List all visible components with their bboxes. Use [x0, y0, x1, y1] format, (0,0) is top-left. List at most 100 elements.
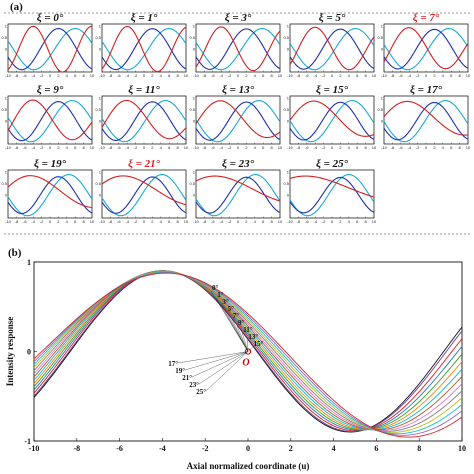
subplot-x-tick-label: 10 [278, 145, 283, 150]
subplot-x-tick-label: 2 [57, 219, 60, 224]
subplot-x-tick-label: 10 [372, 145, 377, 150]
subplot-x-tick-label: -4 [31, 145, 35, 150]
subplot-x-tick-label: -2 [322, 73, 326, 78]
subplot-title: ξ = 5° [319, 12, 346, 24]
subplot-x-tick-label: 10 [372, 219, 377, 224]
y-tick-label: 0 [27, 348, 31, 357]
subplot-x-tick-label: 4 [66, 219, 69, 224]
subplot-x-tick-label: -2 [134, 145, 138, 150]
subplot-x-tick-label: -2 [322, 219, 326, 224]
subplot-title: ξ = 25° [316, 158, 349, 170]
subplot-x-tick-label: -10 [5, 145, 12, 150]
subplot-x-tick-label: 6 [74, 73, 77, 78]
subplot-y-tick-label: 0 [193, 192, 196, 197]
subplot-x-tick-label: 8 [82, 219, 85, 224]
subplot-x-tick-label: -6 [305, 219, 309, 224]
subplot-y-tick-label: 0 [287, 46, 290, 51]
subplot-y-tick-label: 1 [287, 170, 290, 175]
subplot-y-tick-label: 0.5 [283, 35, 289, 40]
subplot-x-tick-label: 6 [168, 73, 171, 78]
subplot-x-tick-label: 4 [160, 219, 163, 224]
subplot-frame [195, 169, 281, 219]
subplot-x-tick-label: -6 [117, 219, 121, 224]
subplot-x-tick-label: -8 [15, 219, 19, 224]
red-curve [195, 26, 281, 72]
subplot-x-tick-label: -4 [31, 73, 35, 78]
red-curve [383, 27, 469, 70]
annotation-label-upper: 3° [222, 298, 229, 306]
subplot-x-tick-label: -8 [109, 219, 113, 224]
dark-blue-curve [7, 176, 93, 215]
light-blue-curve [383, 28, 469, 71]
subplot-x-tick-label: 8 [458, 73, 461, 78]
subplot-x-tick-label: 8 [82, 73, 85, 78]
subplot-x-tick-label: 2 [433, 145, 436, 150]
light-blue-curve [101, 174, 187, 217]
subplot-x-tick-label: 8 [364, 219, 367, 224]
subplot-x-tick-label: -4 [219, 73, 223, 78]
annotation-leader [247, 346, 253, 352]
light-blue-curve [101, 28, 187, 71]
subplot-x-tick-label: -4 [219, 219, 223, 224]
subplot-x-tick-label: 0 [331, 145, 334, 150]
subplot-x-tick-label: 0 [143, 73, 146, 78]
subplot-x-tick-label: -10 [99, 73, 106, 78]
subplot-x-tick-label: -8 [391, 145, 395, 150]
subplot-x-tick-label: 4 [348, 73, 351, 78]
subplot-y-tick-label: 0.5 [1, 107, 7, 112]
subplot-x-tick-label: -8 [297, 145, 301, 150]
red-curve [7, 99, 93, 141]
subplot-x-tick-label: 6 [356, 73, 359, 78]
x-tick-label: 6 [374, 444, 378, 453]
series-line-5 [33, 270, 463, 431]
subplot-y-tick-label: 0 [99, 192, 102, 197]
subplot-x-tick-label: 10 [90, 73, 95, 78]
subplot-x-tick-label: 8 [82, 145, 85, 150]
subplot-y-tick-label: 1 [5, 24, 8, 29]
subplot-x-tick-label: -10 [193, 73, 200, 78]
subplot-x-tick-label: 6 [262, 145, 265, 150]
subplot-y-tick-label: 1 [99, 96, 102, 101]
subplot-title: ξ = 23° [222, 158, 255, 170]
subplot-frame [7, 23, 93, 73]
subplot-y-tick-label: 0.5 [283, 181, 289, 186]
dark-blue-curve [383, 101, 469, 141]
subplot-x-tick-label: -2 [228, 73, 232, 78]
subplot-x-tick-label: -8 [109, 73, 113, 78]
subplot-x-tick-label: -8 [109, 145, 113, 150]
subplot-title: ξ = 0° [37, 12, 64, 24]
series-line-3 [33, 270, 463, 432]
subplot-x-tick-label: 4 [254, 73, 257, 78]
subplot-x-tick-label: -10 [99, 219, 106, 224]
subplot-x-tick-label: 2 [245, 73, 248, 78]
annotation-leader [205, 351, 249, 392]
x-tick-label: -6 [116, 444, 123, 453]
x-tick-label: 10 [458, 444, 466, 453]
subplot-x-tick-label: -2 [40, 73, 44, 78]
red-curve [383, 100, 469, 136]
subplot-x-tick-label: -10 [381, 145, 388, 150]
dark-blue-curve [7, 28, 93, 71]
subplot-x-tick-label: -6 [305, 73, 309, 78]
subplot-x-tick-label: 4 [160, 145, 163, 150]
subplot-y-tick-label: 0.5 [95, 181, 101, 186]
light-blue-curve [195, 100, 281, 143]
subplot-x-tick-label: 6 [356, 145, 359, 150]
subplot-y-tick-label: 1 [99, 170, 102, 175]
annotation-label-upper: 1° [217, 291, 224, 299]
subplot-x-tick-label: 0 [237, 145, 240, 150]
annotation-leader [177, 351, 249, 364]
light-blue-curve [7, 28, 93, 71]
subplot-x-tick-label: 2 [433, 73, 436, 78]
subplot-x-tick-label: 8 [458, 145, 461, 150]
subplot-x-tick-label: 6 [450, 145, 453, 150]
subplot-title: ξ = 9° [37, 84, 64, 96]
subplot-y-tick-label: 0 [5, 46, 8, 51]
dark-blue-curve [7, 101, 93, 142]
